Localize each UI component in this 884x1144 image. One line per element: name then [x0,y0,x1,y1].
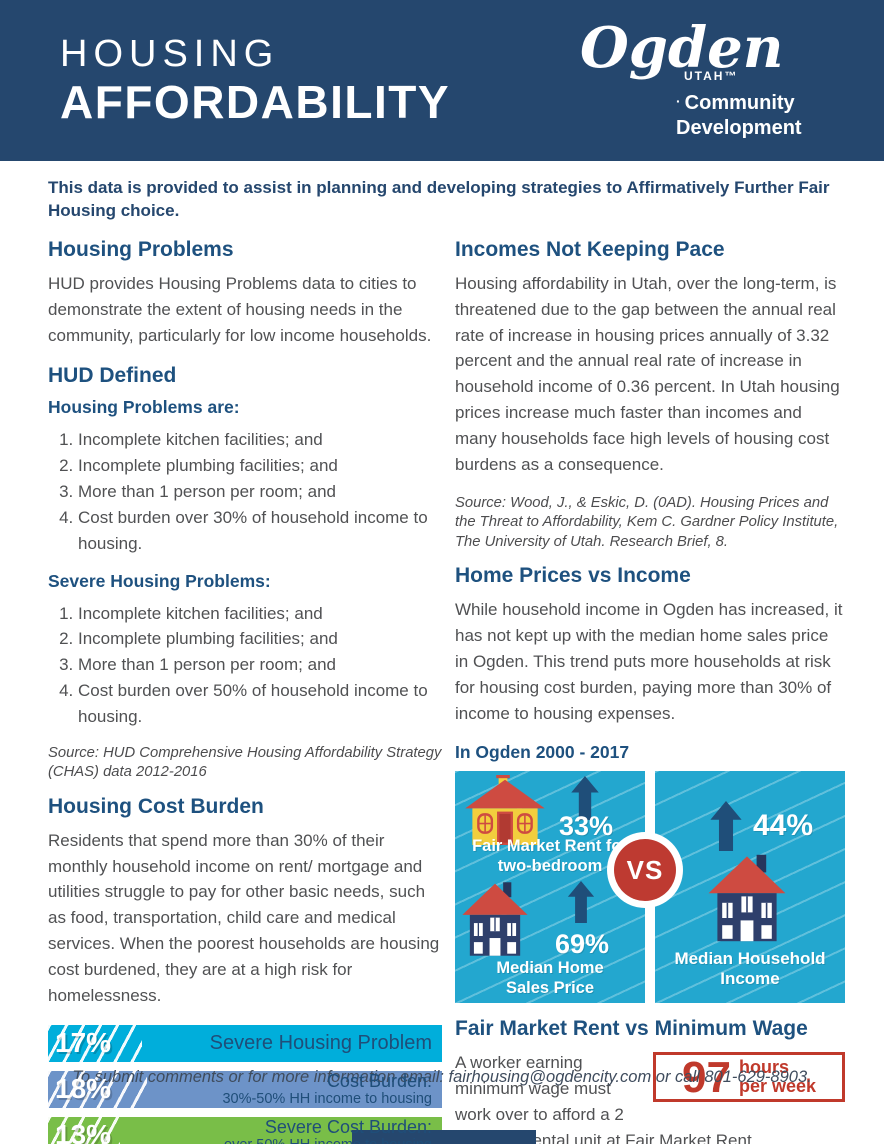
bar-label: Cost Burden: [326,1070,432,1091]
left-column: Housing Problems HUD provides Housing Pr… [48,238,442,1144]
bottom-page-bar [352,1130,536,1144]
logo-department: · Community Development [676,91,842,141]
bar-hatch [48,1024,142,1062]
bar-labels: Severe Cost Burden: over 50% HH income t… [224,1117,442,1144]
navy-house-icon [462,882,528,957]
heading-home-prices: Home Prices vs Income [455,564,691,588]
fmr-label: Fair Market Rent for two-bedroom [472,837,628,875]
fmr-percent: 33% [559,811,614,842]
yellow-house-icon [465,775,545,846]
hours-number: 97 [682,1052,731,1102]
subheading-housing-problems-are: Housing Problems are: [48,397,240,418]
dept-line-2: Development [676,117,802,140]
chas-source: Source: HUD Comprehensive Housing Afford… [48,744,442,781]
bar-sublabel: 30%-50% HH income to housing [222,1091,432,1108]
heading-housing-problems: Housing Problems [48,238,234,261]
burden-bar-2: 18% Cost Burden: 30%-50% HH income to ho… [48,1070,442,1108]
bar-sublabel: over 50% HH income to housing [224,1137,432,1144]
up-arrow-icon [571,776,599,821]
bar-percent: 17% [55,1027,112,1059]
vs-badge-text: VS [614,839,676,902]
ogden-logo: Ogden UTAH™ · Community Development [580,15,842,141]
vs-badge: VS [607,832,683,909]
list-item: Cost burden over 50% of household income… [78,678,442,730]
page-title: HOUSING AFFORDABILITY [60,33,451,129]
burden-bar-3: 13% Severe Cost Burden: over 50% HH inco… [48,1116,442,1144]
page-header: HOUSING AFFORDABILITY Ogden UTAH™ · Commu… [0,0,884,161]
up-arrow-icon [710,801,742,852]
footer-contact: To submit comments or for more informati… [72,1068,812,1086]
up-arrow-icon [567,881,595,924]
severe-problems-list: Incomplete kitchen facilities; and Incom… [48,601,442,730]
incomes-source: Source: Wood, J., & Eskic, D. (0AD). Hou… [455,494,839,550]
subheading-severe-housing-problems: Severe Housing Problems: [48,570,271,591]
hours-unit: hours per week [738,1057,816,1097]
ogden-logo-script: Ogden [580,15,784,81]
bar-hatch [48,1116,120,1144]
hours-per-week-box: 97 hours per week [653,1052,845,1103]
list-item: Incomplete plumbing facilities; and [78,626,442,652]
panel-income: 44% [655,771,845,1004]
heading-fmr-vs-wage: Fair Market Rent vs Minimum Wage [455,1017,808,1041]
cost-burden-body: Residents that spend more than 30% of th… [48,830,440,1005]
intro-statement: This data is provided to assist in plann… [48,178,830,221]
cost-burden-bar-chart: 17% Severe Housing Problem 18% Cost Burd… [48,1024,442,1144]
incomes-body: Housing affordability in Utah, over the … [455,274,840,474]
bar-hatch [48,1070,148,1108]
list-item: Incomplete kitchen facilities; and [78,601,442,627]
heading-incomes: Incomes Not Keeping Pace [455,238,725,261]
bar-percent: 18% [55,1073,112,1105]
dept-line-1: Community [684,92,795,115]
ogden-chart-title: In Ogden 2000 - 2017 [455,742,630,763]
heading-housing-cost-burden: Housing Cost Burden [48,794,264,818]
list-item: Incomplete kitchen facilities; and [78,427,442,453]
bar-label: Severe Housing Problem [209,1031,432,1054]
list-item: More than 1 person per room; and [78,479,442,505]
title-line-2: AFFORDABILITY [60,75,451,128]
housing-problems-list: Incomplete kitchen facilities; and Incom… [48,427,442,556]
bar-percent: 13% [55,1119,112,1144]
list-item: Cost burden over 30% of household income… [78,505,442,557]
ogden-comparison-infographic: 33% Fair Market Rent for two-bedroom [455,771,845,1004]
sales-percent: 69% [555,929,610,960]
ogden-logo-utah: UTAH™ [684,69,739,84]
bar-labels: Cost Burden: 30%-50% HH income to housin… [222,1071,442,1107]
housing-problems-body: HUD provides Housing Problems data to ci… [48,274,432,345]
logo-dot: · [676,93,681,110]
bar-labels: Severe Housing Problem [210,1032,442,1054]
list-item: Incomplete plumbing facilities; and [78,453,442,479]
list-item: More than 1 person per room; and [78,652,442,678]
income-percent: 44% [753,809,814,843]
right-column: Incomes Not Keeping Pace Housing afforda… [455,238,845,1144]
heading-hud-defined: HUD Defined [48,364,177,388]
burden-bar-1: 17% Severe Housing Problem [48,1024,442,1062]
title-line-1: HOUSING [60,33,280,75]
bar-label: Severe Cost Burden: [264,1116,432,1137]
navy-house-icon [708,855,786,942]
sales-label: Median Home Sales Price [496,959,604,997]
income-label: Median Household Income [674,949,826,989]
home-prices-body: While household income in Ogden has incr… [455,600,843,723]
